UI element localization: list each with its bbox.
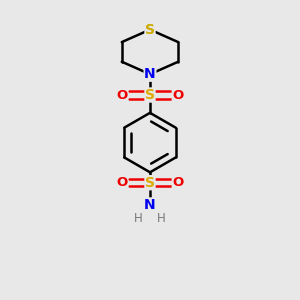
Text: O: O (116, 176, 128, 189)
Text: O: O (172, 88, 184, 101)
Text: N: N (144, 67, 156, 81)
Text: H: H (134, 212, 143, 225)
Text: O: O (172, 176, 184, 189)
Text: O: O (116, 88, 128, 101)
Text: S: S (145, 22, 155, 37)
Text: S: S (145, 88, 155, 102)
Text: S: S (145, 176, 155, 190)
Text: H: H (157, 212, 166, 225)
Text: N: N (144, 198, 156, 212)
